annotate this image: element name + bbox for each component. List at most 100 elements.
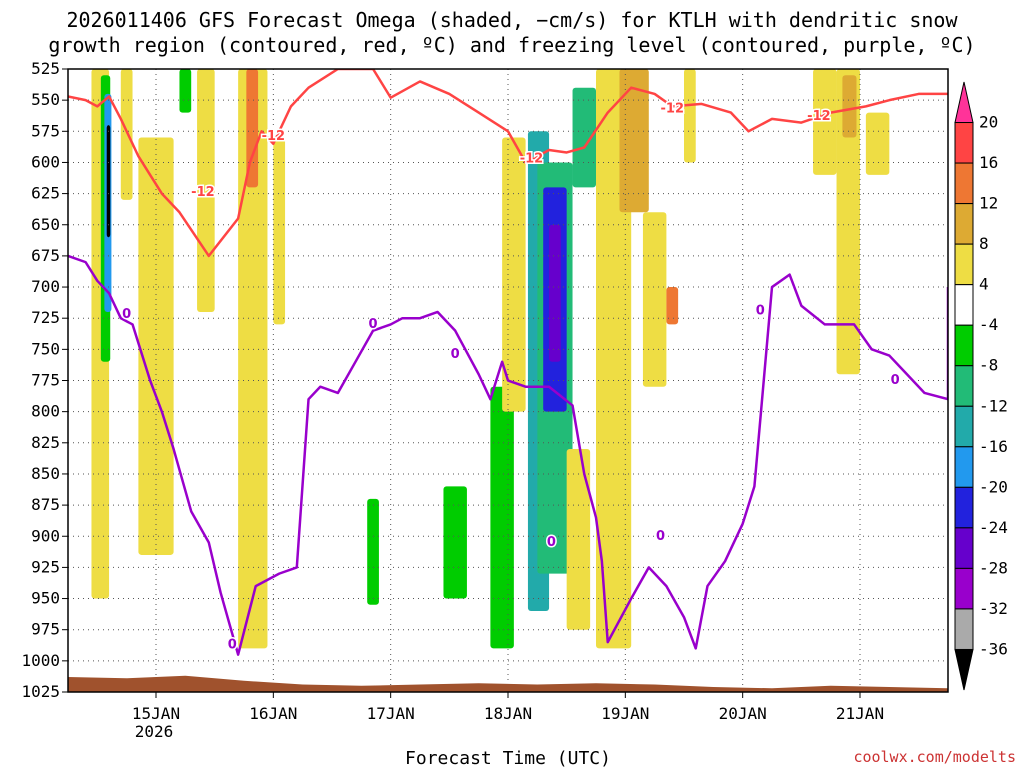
y-tick-label: 775: [31, 371, 60, 390]
x-axis-label: Forecast Time (UTC): [405, 748, 611, 768]
contour-label: -12: [661, 102, 685, 117]
colorbar-label: -16: [979, 437, 1008, 456]
x-tick-label: 16JAN: [249, 704, 297, 723]
colorbar-label: 4: [979, 275, 989, 294]
freezing-level-contour: [68, 254, 948, 656]
y-tick-label: 625: [31, 184, 60, 203]
y-tick-label: 750: [31, 339, 60, 358]
colorbar-swatch: [954, 608, 974, 650]
colorbar-swatch: [954, 203, 974, 245]
colorbar-label: -20: [979, 477, 1008, 496]
x-tick-label: 19JAN: [601, 704, 649, 723]
x-tick-label: 21JAN: [836, 704, 884, 723]
colorbar-swatch: [954, 122, 974, 164]
colorbar-swatch: [954, 527, 974, 569]
y-tick-label: 650: [31, 215, 60, 234]
y-tick-label: 825: [31, 433, 60, 452]
y-tick-label: 525: [31, 59, 60, 78]
colorbar-swatch: [954, 405, 974, 448]
omega-shade-region: [842, 75, 857, 138]
omega-shade-region: [179, 69, 192, 113]
colorbar-label: -4: [979, 315, 998, 334]
contour-label: -12: [191, 185, 215, 200]
dendritic-contour-line: [68, 69, 948, 258]
omega-shade-region: [246, 69, 259, 188]
y-tick-label: 675: [31, 246, 60, 265]
contour-label: 0: [369, 317, 378, 332]
omega-shade-region: [666, 287, 679, 325]
omega-shade-region: [106, 125, 111, 238]
colorbar-swatch: [954, 365, 974, 407]
colorbar-label: -28: [979, 558, 1008, 577]
omega-shade-region: [549, 224, 561, 362]
contour-label: 0: [656, 529, 665, 544]
omega-shade-region: [684, 69, 696, 163]
colorbar-swatch: [954, 243, 974, 286]
colorbar-label: -32: [979, 599, 1008, 618]
y-tick-label: 950: [31, 589, 60, 608]
omega-shade-region: [138, 137, 174, 555]
colorbar-swatch: [954, 324, 974, 367]
colorbar-swatch: [954, 648, 974, 691]
y-tick-label: 900: [31, 526, 60, 545]
colorbar-swatch: [954, 81, 974, 124]
y-tick-label: 1000: [21, 651, 60, 670]
omega-shade-region: [197, 69, 215, 312]
omega-shade-region: [120, 69, 133, 200]
colorbar-label: 8: [979, 234, 989, 253]
colorbar-swatch: [954, 284, 974, 326]
omega-shade-region: [865, 112, 890, 175]
contour-label: 0: [891, 373, 900, 388]
colorbar-swatch: [954, 567, 974, 610]
omega-shade-region: [813, 69, 837, 175]
y-tick-label: 875: [31, 495, 60, 514]
contour-label: 0: [547, 535, 556, 550]
y-tick-label: 725: [31, 308, 60, 327]
y-tick-label: 800: [31, 402, 60, 421]
omega-shade-region: [273, 137, 286, 325]
y-tick-label: 575: [31, 121, 60, 140]
omega-shade-region: [238, 69, 268, 649]
x-tick-label: 15JAN: [132, 704, 180, 723]
omega-shade-region: [642, 212, 667, 387]
colorbar-label: 20: [979, 113, 998, 132]
colorbar-label: -24: [979, 518, 1008, 537]
omega-shade-region: [443, 486, 467, 599]
x-tick-sublabel: 2026: [135, 722, 174, 741]
omega-shade-region: [502, 137, 526, 412]
y-tick-label: 975: [31, 620, 60, 639]
y-tick-label: 550: [31, 90, 60, 109]
y-tick-label: 925: [31, 557, 60, 576]
x-tick-label: 17JAN: [367, 704, 415, 723]
omega-shade-region: [367, 498, 379, 605]
y-tick-label: 600: [31, 152, 60, 171]
colorbar-swatch: [954, 446, 974, 488]
chart-title-line1: 2026011406 GFS Forecast Omega (shaded, −…: [66, 8, 958, 32]
omega-shade-region: [566, 449, 591, 630]
y-tick-label: 850: [31, 464, 60, 483]
omega-shade-region: [619, 69, 649, 213]
contour-label: 0: [228, 637, 237, 652]
contour-label: -12: [807, 109, 831, 124]
x-tick-label: 18JAN: [484, 704, 532, 723]
colorbar-swatch: [954, 162, 974, 205]
colorbar-label: 12: [979, 194, 998, 213]
x-tick-label: 20JAN: [719, 704, 767, 723]
colorbar-label: -36: [979, 639, 1008, 658]
colorbar: 20 16 12 8 4 -4 -8 -12 -16 -20 -24 -28 -32 -36: [954, 81, 1008, 691]
colorbar-label: 16: [979, 153, 998, 172]
y-axis: 525 550 575 600 625 650 675 700 725 750 775 800 825 8…: [21, 59, 68, 701]
contour-label: -12: [262, 129, 286, 144]
y-tick-label: 1025: [21, 682, 60, 701]
plot-area: -12 -12 -12 -12 -12 0 0 0 0 0 0 0 0: [67, 68, 949, 693]
contour-label: -12: [520, 151, 544, 166]
colorbar-label: -12: [979, 396, 1008, 415]
contour-label: 0: [451, 347, 460, 362]
credit-link[interactable]: coolwx.com/modelts: [853, 748, 1016, 766]
contour-label: 0: [756, 303, 765, 318]
chart-title-line2: growth region (contoured, red, ºC) and f…: [48, 33, 975, 57]
contour-label: 0: [122, 307, 131, 322]
omega-shade-region: [836, 69, 860, 375]
colorbar-label: -8: [979, 356, 998, 375]
